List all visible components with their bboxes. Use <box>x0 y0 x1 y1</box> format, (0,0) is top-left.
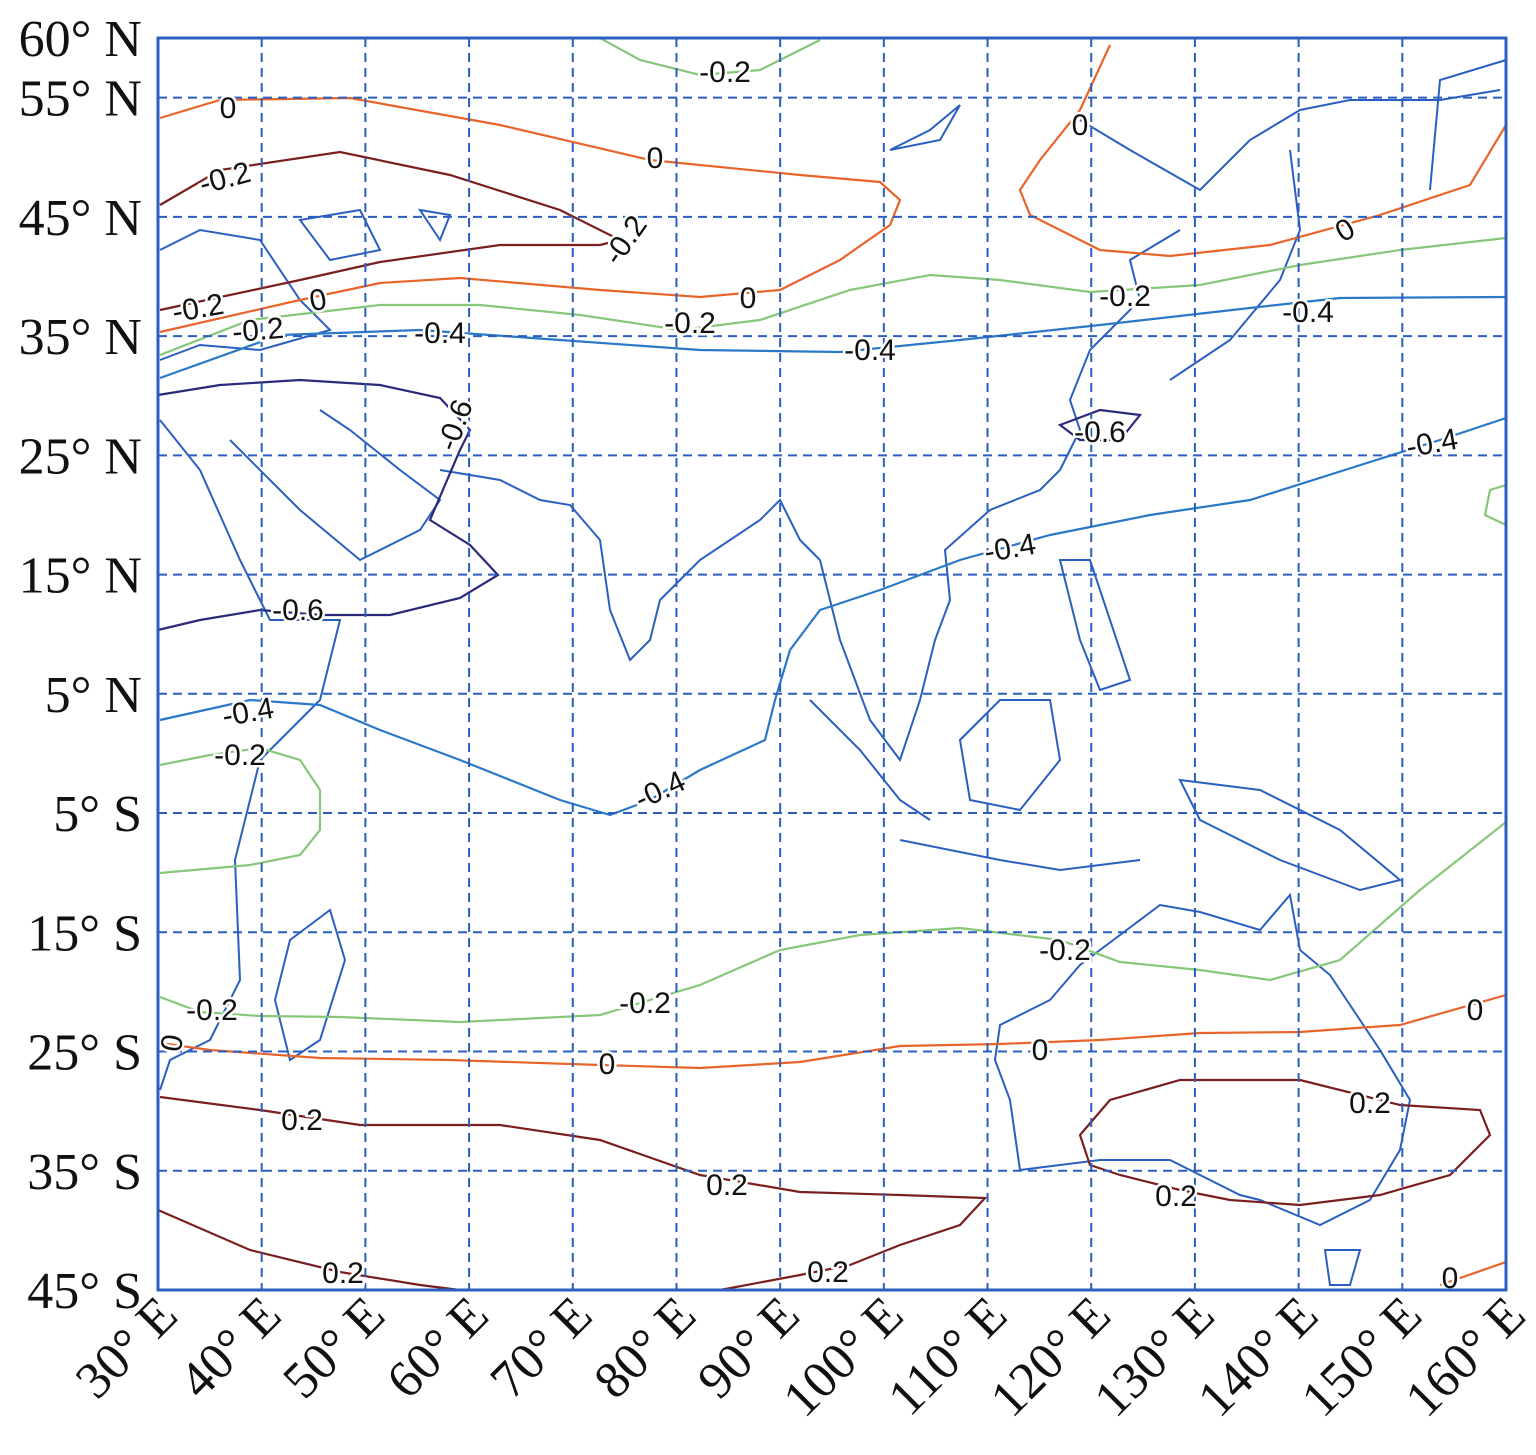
coastline <box>417 208 452 243</box>
coastline <box>298 208 382 262</box>
map-frame <box>156 36 1508 1292</box>
y-tick-label: 5° S <box>53 786 142 843</box>
y-tick-label: 35° N <box>19 309 142 366</box>
contour-label: -0.4 <box>1282 296 1334 329</box>
contour-label: -0.2 <box>170 288 227 329</box>
contour-line <box>157 378 500 632</box>
contour-line <box>1018 44 1507 258</box>
contour-label: -0.2 <box>214 739 266 772</box>
coastline <box>273 908 347 1062</box>
contour-label: -0.4 <box>630 765 691 817</box>
x-tick-label: 80° E <box>584 1286 707 1409</box>
y-tick-label: 60° N <box>19 11 142 68</box>
contour-label: 0 <box>220 92 237 125</box>
contour-label: 0.2 <box>706 1169 748 1202</box>
grid <box>158 38 1506 1290</box>
contour-line <box>159 821 1507 1024</box>
y-tick-label: 35° S <box>27 1144 142 1201</box>
x-tick-label: 120° E <box>980 1286 1122 1428</box>
y-tick-label: 25° S <box>27 1025 142 1082</box>
contour-label: -0.2 <box>699 56 751 89</box>
coastline <box>809 699 931 821</box>
coastline <box>1169 149 1302 381</box>
x-tick-label: 140° E <box>1187 1286 1329 1428</box>
x-tick-label: 40° E <box>169 1286 292 1409</box>
coastline <box>958 699 1062 812</box>
contour-label: -0.4 <box>414 317 466 350</box>
contour-label: -0.2 <box>1039 934 1091 967</box>
contour-line <box>159 96 902 334</box>
contour-line <box>159 150 624 312</box>
contour-label: -0.2 <box>619 987 671 1020</box>
x-tick-label: 50° E <box>272 1286 395 1409</box>
contour-label: 0 <box>647 142 664 175</box>
contour-line <box>159 236 1507 357</box>
coastline <box>819 229 1181 763</box>
x-tick-label: 100° E <box>773 1286 915 1428</box>
contour-label: -0.2 <box>196 156 254 201</box>
contour-line <box>1078 1078 1492 1207</box>
contour-line <box>159 993 1507 1070</box>
y-tick-label: 45° N <box>19 190 142 247</box>
contours <box>157 37 1507 1292</box>
coastline <box>1178 778 1403 892</box>
y-tick-label: 15° N <box>19 548 142 605</box>
coastline <box>1429 59 1507 191</box>
contour-line <box>1057 408 1143 442</box>
x-tick-label: 160° E <box>1395 1286 1536 1428</box>
contour-label: -0.2 <box>186 994 238 1027</box>
y-tick-label: 45° S <box>27 1263 142 1320</box>
x-tick-label: 70° E <box>480 1286 603 1409</box>
contour-label: -0.6 <box>272 594 324 627</box>
contour-label: 0 <box>1072 109 1089 142</box>
coastline <box>993 892 1412 1227</box>
y-tick-label: 5° N <box>45 667 142 724</box>
contour-label: 0 <box>1032 1034 1049 1067</box>
x-tick-label: 150° E <box>1291 1286 1433 1428</box>
contour-label: -0.2 <box>664 307 716 340</box>
contour-line <box>159 1095 988 1292</box>
contour-line <box>1439 1260 1507 1287</box>
coastline <box>159 228 332 361</box>
coastline <box>159 419 342 1091</box>
coastline <box>889 104 961 151</box>
contour-label: 0 <box>740 282 757 315</box>
coastline <box>1058 559 1132 692</box>
contour-label: 0.2 <box>1155 1180 1197 1213</box>
contour-label: -0.4 <box>1404 423 1461 464</box>
x-tick-label: 130° E <box>1084 1286 1226 1428</box>
coastline <box>229 409 442 562</box>
coastlines <box>159 59 1507 1286</box>
contour-label: 0 <box>1330 212 1361 249</box>
x-tick-label: 60° E <box>376 1286 499 1409</box>
contour-label: -0.6 <box>431 395 480 455</box>
contour-label: 0.2 <box>807 1256 849 1289</box>
contour-label: -0.4 <box>220 692 277 733</box>
coastline <box>439 469 821 662</box>
contour-label: -0.2 <box>1099 280 1151 313</box>
contour-label: 0.2 <box>322 1257 364 1290</box>
contour-label: -0.2 <box>231 312 285 349</box>
contour-label: -0.6 <box>1074 416 1126 449</box>
coastline <box>1079 89 1501 192</box>
contour-line <box>159 746 322 875</box>
contour-label: 0 <box>1442 1262 1459 1295</box>
y-tick-label: 25° N <box>19 428 142 485</box>
contour-label: -0.4 <box>844 334 896 367</box>
contour-line <box>1483 483 1507 526</box>
contour-label: 0.2 <box>281 1104 323 1137</box>
contour-line <box>159 416 1507 817</box>
contour-label: 0 <box>1467 994 1484 1027</box>
coastline <box>1323 1249 1362 1286</box>
coastline <box>899 839 1141 872</box>
contour-label: -0.4 <box>982 528 1039 569</box>
contour-line <box>157 1208 461 1292</box>
y-tick-label: 15° S <box>27 905 142 962</box>
contour-label: -0.2 <box>597 210 654 271</box>
contour-line <box>159 295 1507 380</box>
contour-label: 0 <box>599 1048 616 1081</box>
contour-label: 0.2 <box>1349 1087 1391 1120</box>
y-tick-label: 55° N <box>19 71 142 128</box>
